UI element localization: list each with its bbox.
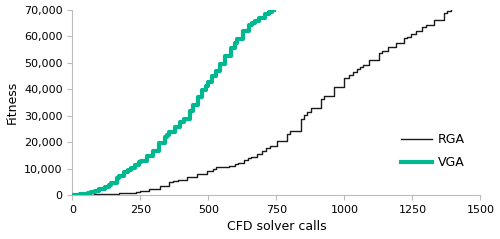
RGA: [360, 63, 366, 66]
RGA: [448, 8, 454, 11]
Line: VGA: VGA: [72, 10, 274, 195]
VGA: [232, 46, 237, 49]
X-axis label: CFD solver calls: CFD solver calls: [226, 220, 326, 234]
RGA: [418, 26, 424, 29]
Legend: RGA, VGA: RGA, VGA: [396, 128, 470, 174]
VGA: [132, 164, 138, 167]
VGA: [180, 117, 186, 120]
VGA: [70, 194, 75, 197]
RGA: [70, 194, 75, 197]
RGA: [262, 149, 268, 152]
Line: RGA: RGA: [72, 10, 450, 195]
VGA: [270, 8, 276, 11]
Y-axis label: Fitness: Fitness: [6, 81, 18, 124]
RGA: [318, 107, 324, 110]
VGA: [122, 171, 128, 174]
VGA: [210, 75, 216, 78]
RGA: [137, 190, 143, 193]
RGA: [302, 114, 308, 116]
VGA: [228, 46, 234, 49]
